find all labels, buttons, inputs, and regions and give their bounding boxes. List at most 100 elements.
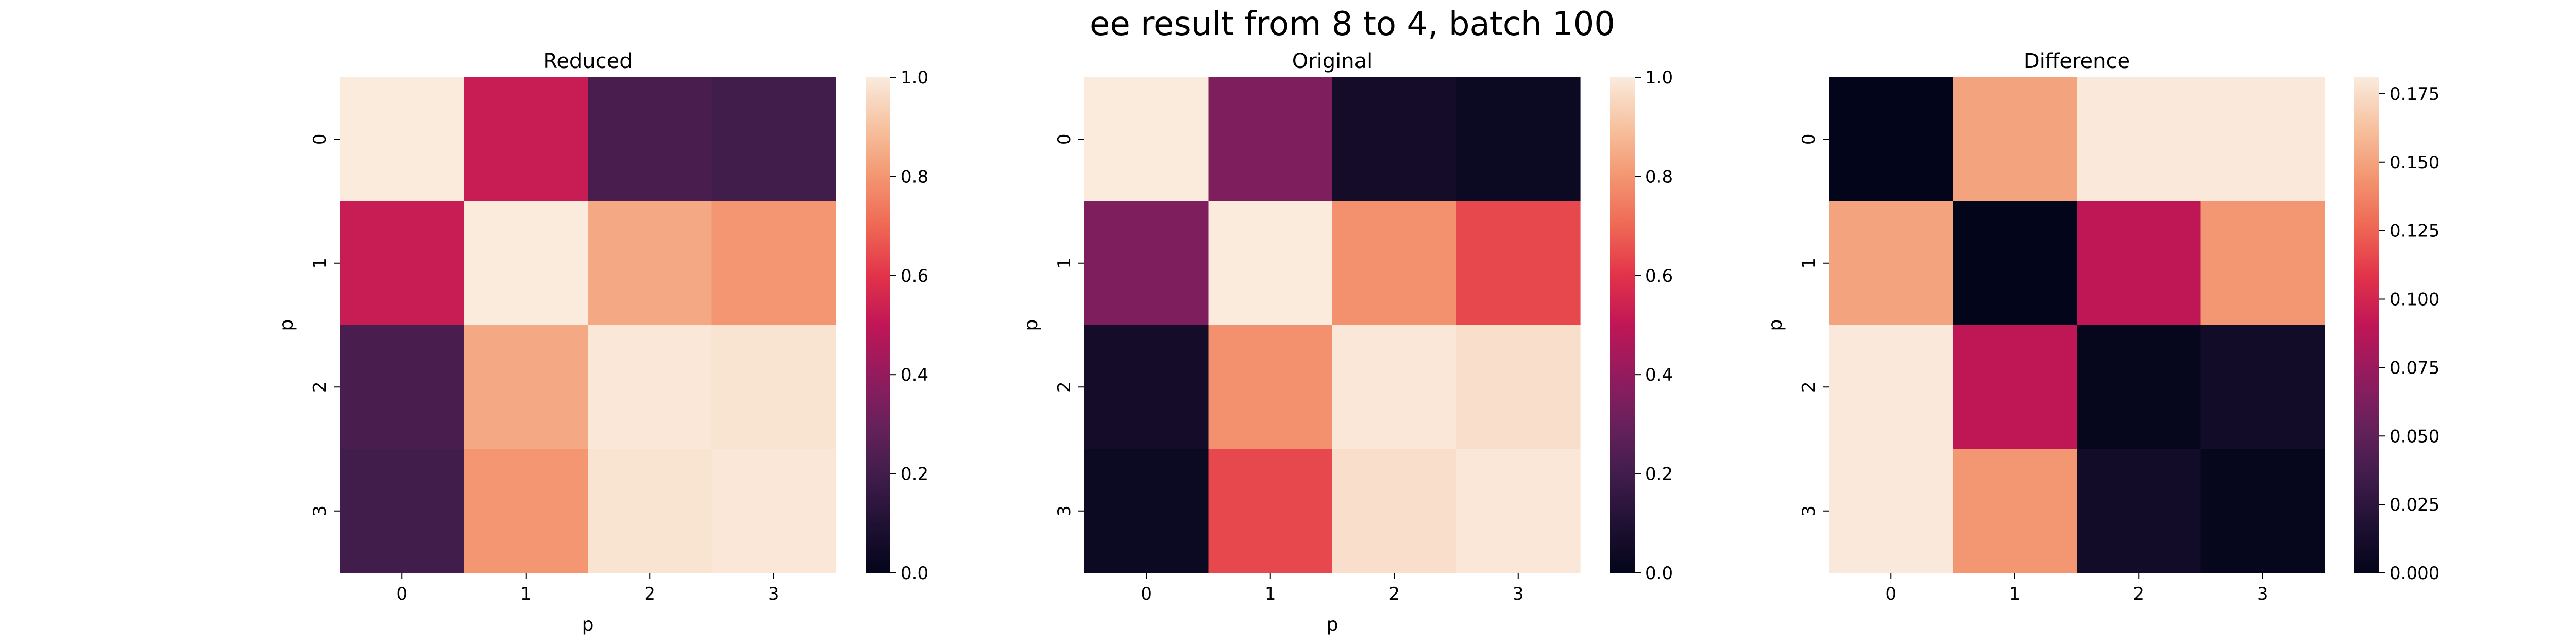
colorbar-tick-label: 1.0 — [1645, 67, 1673, 88]
x-axis-label: p — [1327, 614, 1338, 635]
heatmap-cell — [340, 77, 465, 202]
colorbar-tick-label: 0.4 — [901, 365, 928, 385]
heatmap-cell — [711, 77, 836, 202]
heatmap-cell — [464, 77, 588, 202]
panel-title: Difference — [2024, 49, 2130, 73]
heatmap-cell — [1332, 325, 1457, 450]
colorbar-tick-label: 0.050 — [2389, 426, 2439, 447]
colorbar — [2354, 77, 2379, 573]
colorbar-tick-label: 0.8 — [901, 166, 928, 187]
heatmap-cell — [1084, 325, 1209, 450]
y-tick-label: 3 — [310, 505, 330, 517]
x-tick-label: 1 — [1265, 584, 1276, 604]
heatmap-cell — [2200, 77, 2325, 202]
heatmap-cell — [1829, 449, 1954, 573]
x-axis-label: p — [582, 614, 594, 635]
y-tick-label: 3 — [1799, 505, 1819, 517]
heatmap-cell — [2200, 449, 2325, 573]
heatmap-cell — [1953, 449, 2077, 573]
heatmap-cell — [1953, 201, 2077, 326]
y-tick-label: 0 — [310, 133, 330, 145]
heatmap-cell — [2077, 201, 2201, 326]
panel-title: Reduced — [543, 49, 632, 73]
y-tick-label: 1 — [310, 258, 330, 269]
colorbar-tick-label: 0.2 — [901, 464, 928, 485]
heatmap-cell — [2077, 325, 2201, 450]
colorbar — [1610, 77, 1635, 573]
heatmap-cell — [2077, 77, 2201, 202]
heatmap-cell — [1084, 449, 1209, 573]
x-tick-label: 3 — [768, 584, 779, 604]
heatmap-cell — [1208, 77, 1333, 202]
heatmap-cell — [1332, 449, 1457, 573]
heatmap-cell — [1953, 325, 2077, 450]
heatmap-cell — [340, 449, 465, 573]
colorbar-tick-label: 0.8 — [1645, 166, 1673, 187]
heatmap-cell — [1208, 449, 1333, 573]
figure-suptitle: ee result from 8 to 4, batch 100 — [1090, 5, 1615, 43]
x-tick-label: 0 — [396, 584, 408, 604]
heatmap-cell — [1456, 449, 1581, 573]
colorbar-tick-label: 0.175 — [2389, 84, 2439, 105]
heatmap-cell — [1829, 201, 1954, 326]
heatmap-panel: Reduced 0 1 2 3 0 1 2 3 p p 0.0 0.2 0.4 0.6 0.8 1.0 — [276, 49, 928, 635]
x-tick-label: 0 — [1885, 584, 1896, 604]
x-tick-label: 0 — [1141, 584, 1152, 604]
heatmap-cell — [1084, 77, 1209, 202]
y-tick-label: 2 — [310, 381, 330, 393]
colorbar-tick-label: 0.6 — [901, 266, 928, 286]
colorbar-tick-label: 0.0 — [1645, 563, 1673, 584]
x-tick-label: 2 — [644, 584, 655, 604]
y-tick-label: 2 — [1054, 381, 1075, 393]
colorbar-tick-label: 0.075 — [2389, 358, 2439, 378]
heatmap-cell — [1456, 77, 1581, 202]
x-tick-label: 1 — [520, 584, 532, 604]
y-tick-label: 3 — [1054, 505, 1075, 517]
y-tick-label: 0 — [1054, 133, 1075, 145]
x-tick-label: 3 — [2257, 584, 2268, 604]
heatmap-cell — [588, 77, 713, 202]
heatmap-cell — [1208, 201, 1333, 326]
colorbar-tick-label: 0.6 — [1645, 266, 1673, 286]
colorbar — [866, 77, 890, 573]
heatmap-panel: Original 0 1 2 3 0 1 2 3 p p 0.0 0.2 0.4 0.6 0.8 1.0 — [1021, 49, 1673, 635]
heatmap-cell — [1456, 325, 1581, 450]
colorbar-tick-label: 0.000 — [2389, 563, 2439, 584]
colorbar-tick-label: 0.2 — [1645, 464, 1673, 485]
heatmap-cell — [588, 325, 713, 450]
heatmap-cell — [588, 449, 713, 573]
colorbar-tick-label: 0.125 — [2389, 221, 2439, 242]
heatmap-cell — [1953, 77, 2077, 202]
heatmap-cell — [2200, 201, 2325, 326]
heatmap-cell — [1332, 77, 1457, 202]
x-tick-label: 2 — [2133, 584, 2144, 604]
heatmap-cell — [711, 449, 836, 573]
heatmap-cell — [711, 325, 836, 450]
heatmap-cell — [1332, 201, 1457, 326]
y-axis-label: p — [1765, 319, 1786, 331]
y-axis-label: p — [1021, 319, 1042, 331]
heatmap-cell — [588, 201, 713, 326]
heatmap-cell — [340, 201, 465, 326]
y-axis-label: p — [276, 319, 297, 331]
heatmap-cell — [464, 325, 588, 450]
heatmap-cell — [1084, 201, 1209, 326]
heatmap-panel: Difference 0 1 2 3 0 1 2 3 p 0.000 0.025 0.050 0.075 0… — [1765, 49, 2439, 604]
x-tick-label: 3 — [1513, 584, 1524, 604]
colorbar-tick-label: 0.025 — [2389, 495, 2439, 515]
x-tick-label: 2 — [1388, 584, 1400, 604]
heatmap-cell — [2200, 325, 2325, 450]
x-tick-label: 1 — [2009, 584, 2021, 604]
heatmap-cell — [711, 201, 836, 326]
heatmap-cell — [1208, 325, 1333, 450]
colorbar-tick-label: 1.0 — [901, 67, 928, 88]
y-tick-label: 1 — [1799, 258, 1819, 269]
y-tick-label: 0 — [1799, 133, 1819, 145]
heatmap-cell — [1829, 77, 1954, 202]
panel-title: Original — [1292, 49, 1373, 73]
heatmap-cell — [464, 449, 588, 573]
colorbar-tick-label: 0.4 — [1645, 365, 1673, 385]
y-tick-label: 1 — [1054, 258, 1075, 269]
